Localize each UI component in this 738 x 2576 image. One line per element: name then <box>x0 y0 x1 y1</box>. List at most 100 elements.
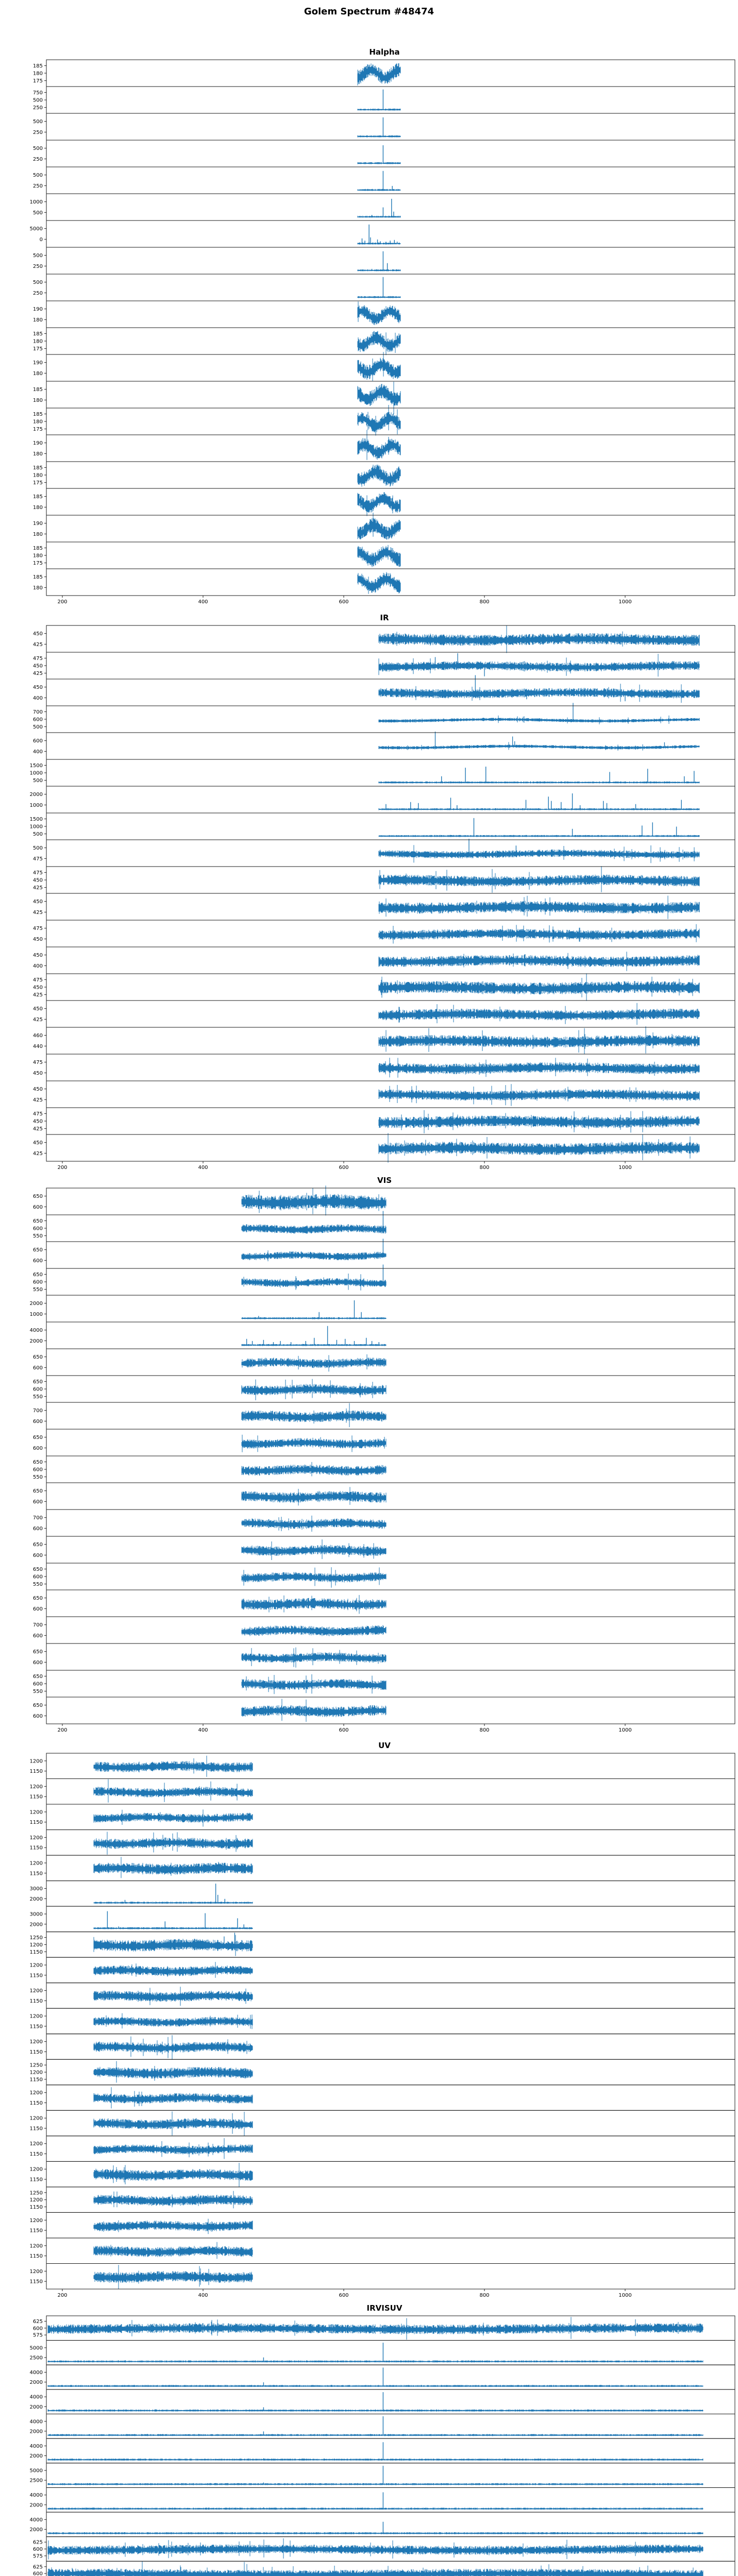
y-tick-label: 4000 <box>30 2419 43 2425</box>
spectrum-trace <box>378 973 700 1001</box>
y-tick-label: 1150 <box>30 2077 43 2082</box>
y-tick-label: 180 <box>33 71 43 77</box>
y-tick-label: 1200 <box>30 1784 43 1790</box>
y-tick-label: 1200 <box>30 2197 43 2203</box>
x-tick-label: 400 <box>198 2293 208 2298</box>
spectrum-row: 500 250 <box>33 166 735 194</box>
y-tick-label: 600 <box>33 717 43 723</box>
y-tick-label: 5000 <box>30 226 43 232</box>
y-tick-label: 1500 <box>30 763 43 769</box>
row-frame <box>46 2263 735 2290</box>
y-tick-label: 650 <box>33 1379 43 1385</box>
emission-line-spikes <box>224 1933 242 1946</box>
x-tick-label: 400 <box>198 1727 208 1733</box>
spectrum-trace <box>93 1962 253 1978</box>
y-tick-label: 400 <box>33 696 43 701</box>
baseline-trace <box>47 2409 703 2412</box>
y-tick-label: 425 <box>33 992 43 998</box>
y-tick-label: 500 <box>33 724 43 730</box>
spectrum-row: 190 180 <box>33 300 735 328</box>
y-tick-label: 1150 <box>30 2279 43 2285</box>
y-tick-label: 2000 <box>30 1896 43 1902</box>
y-tick-label: 2000 <box>30 2502 43 2508</box>
spectrum-row: 450 425 <box>33 1133 735 1163</box>
spectrum-row: 460 440 <box>33 1026 735 1055</box>
y-tick-label: 1150 <box>30 1820 43 1825</box>
spectrum-row: 1200 1150 <box>30 2212 735 2239</box>
spectrum-trace <box>378 742 700 751</box>
spectrum-trace <box>378 952 700 971</box>
y-tick-label: 185 <box>33 574 43 580</box>
spectrum-trace <box>241 1699 387 1722</box>
spectrum-row: 1200 1150 <box>30 1957 735 1984</box>
y-tick-label: 600 <box>33 738 43 744</box>
y-tick-label: 450 <box>33 899 43 905</box>
spectrum-row: 185 180 175 <box>33 541 735 569</box>
spectrum-row: 1200 1150 <box>30 2033 735 2060</box>
y-tick-label: 600 <box>33 1387 43 1393</box>
y-tick-label: 4000 <box>30 2444 43 2449</box>
spectrum-row: 5000 0 <box>30 220 735 248</box>
y-tick-label: 600 <box>33 1574 43 1580</box>
y-tick-label: 2000 <box>30 2527 43 2533</box>
y-tick-label: 1000 <box>30 803 43 808</box>
y-tick-label: 475 <box>33 1111 43 1117</box>
spectrum-row: 450 425 <box>33 1080 735 1108</box>
spectrum-row: 5000 2500 <box>30 2340 735 2365</box>
spectrum-trace <box>357 572 401 594</box>
x-tick-label: 200 <box>57 1727 67 1733</box>
baseline-trace <box>378 781 700 784</box>
y-tick-label: 180 <box>33 451 43 457</box>
spectrum-trace <box>357 405 401 436</box>
y-tick-label: 475 <box>33 870 43 876</box>
panel-UV: UV12001150120011501200115012001150120011… <box>30 1741 735 2298</box>
spectrum-row: 700 600 <box>33 1509 735 1537</box>
spectrum-trace <box>241 1647 387 1668</box>
panel-IRVISUV: IRVISUV625600575500025004000200040002000… <box>30 2303 735 2576</box>
spectrum-trace <box>357 492 401 516</box>
y-tick-label: 400 <box>33 963 43 969</box>
y-tick-label: 180 <box>33 398 43 403</box>
spectrum-row: 650 600 <box>33 1643 735 1671</box>
y-tick-label: 5000 <box>30 2345 43 2351</box>
y-tick-label: 1150 <box>30 2253 43 2259</box>
y-tick-label: 180 <box>33 419 43 425</box>
spectrum-row: 185 180 <box>33 381 735 415</box>
spectrum-trace <box>241 1379 387 1400</box>
emission-line-spikes <box>263 2466 384 2485</box>
y-tick-label: 550 <box>33 1582 43 1587</box>
y-tick-label: 600 <box>33 1714 43 1719</box>
spectrum-trace <box>241 1487 387 1506</box>
spectrum-row: 1200 1150 <box>30 2110 735 2137</box>
spectrum-trace <box>93 2061 253 2083</box>
row-frame <box>46 1295 735 1323</box>
y-tick-label: 1150 <box>30 2126 43 2132</box>
spectrum-trace <box>93 2163 253 2187</box>
y-tick-label: 575 <box>33 2553 43 2559</box>
x-tick-label: 600 <box>339 599 348 605</box>
y-tick-label: 1000 <box>30 199 43 205</box>
spectrum-trace <box>357 381 401 415</box>
x-tick-label: 1000 <box>618 599 631 605</box>
y-tick-label: 650 <box>33 1567 43 1572</box>
spectrum-row: 1500 1000 500 <box>30 759 735 787</box>
y-tick-label: 185 <box>33 412 43 417</box>
spectrum-trace <box>93 2111 253 2136</box>
emission-line-spikes <box>473 818 677 837</box>
y-tick-label: 3000 <box>30 1912 43 1918</box>
spectrum-row: 650 600 <box>33 1697 735 1724</box>
y-tick-label: 550 <box>33 1475 43 1480</box>
baseline-trace <box>47 2385 703 2387</box>
spectrum-trace <box>357 331 401 355</box>
y-tick-label: 600 <box>33 1682 43 1687</box>
spectrum-row: 1200 1150 <box>30 1778 735 1805</box>
y-tick-label: 250 <box>33 105 43 111</box>
y-tick-label: 1200 <box>30 2090 43 2096</box>
y-tick-label: 250 <box>33 157 43 162</box>
y-tick-label: 185 <box>33 331 43 337</box>
y-tick-label: 2000 <box>30 2380 43 2385</box>
spectrum-trace <box>93 1857 253 1878</box>
